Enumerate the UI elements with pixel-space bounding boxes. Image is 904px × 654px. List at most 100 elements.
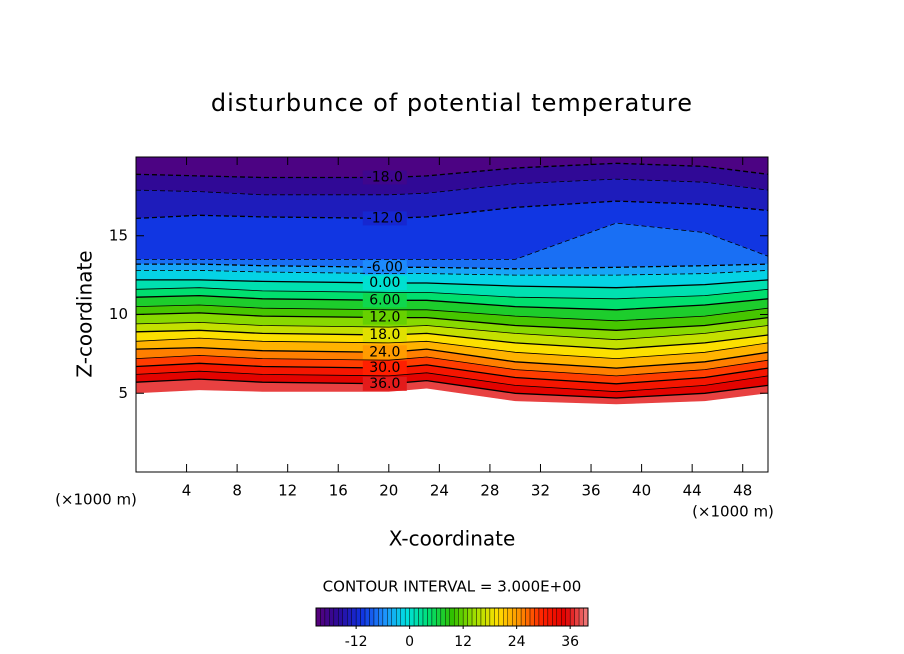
colorbar-cell: [462, 607, 468, 627]
contour-label: 18.0: [369, 327, 400, 343]
contour-label: -6.00: [367, 259, 403, 275]
colorbar-tick-label: 24: [508, 634, 526, 650]
contour-label-bg: [362, 345, 407, 360]
colorbar-cell: [476, 607, 482, 627]
contour-line: [136, 279, 768, 289]
contour-line: [136, 370, 768, 393]
contour-line: [136, 321, 768, 341]
colorbar-cell: [507, 607, 513, 627]
colorbar-tick-label: 0: [405, 634, 414, 650]
contour-label-bg: [362, 361, 407, 376]
contour-label-bg: [362, 211, 407, 226]
y-axis-label: Z-coordinate: [73, 250, 97, 377]
colorbar-cell: [413, 607, 419, 627]
colorbar-cell: [378, 607, 384, 627]
colorbar-cell: [449, 607, 455, 627]
colorbar-cell: [342, 607, 348, 627]
colorbar-frame: [315, 607, 589, 627]
colorbar-cell: [520, 607, 526, 627]
contour-label-bg: [362, 327, 407, 342]
contour-line: [136, 337, 768, 360]
colorbar-cell: [320, 607, 326, 627]
colorbar-cell: [561, 607, 566, 627]
x-tick-label: 16: [329, 482, 348, 500]
colorbar-cell: [485, 607, 491, 627]
colorbar-cell: [534, 607, 540, 627]
x-tick-label: 44: [683, 482, 702, 500]
colorbar-cell: [324, 607, 330, 627]
y-tick-label: 5: [118, 384, 128, 402]
y-unit: (×1000 m): [55, 491, 137, 509]
colorbar-cell: [436, 607, 442, 627]
x-unit: (×1000 m): [692, 503, 774, 521]
contour-label: 12.0: [369, 310, 400, 326]
contour-label: 0.00: [369, 275, 400, 291]
contour-line: [136, 178, 768, 196]
colorbar-cell: [543, 607, 549, 627]
x-tick-label: 20: [379, 482, 398, 500]
contour-line: [136, 304, 768, 322]
colorbar-tick-label: 12: [454, 634, 472, 650]
colorbar-cell: [480, 607, 486, 627]
contour-label: 24.0: [369, 344, 400, 360]
contour-label-bg: [362, 310, 407, 325]
contour-label-bg: [362, 170, 407, 185]
contour-line: [136, 270, 768, 276]
contour-label: 30.0: [369, 360, 400, 376]
contour-line: [136, 200, 768, 220]
contour-label-bg: [362, 260, 407, 275]
x-tick-label: 24: [430, 482, 449, 500]
colorbar-cell: [574, 607, 580, 627]
colorbar-cell: [516, 607, 522, 627]
plot: -18.0 -12.0 -6.000.006.00 12.018.024.030.03…: [136, 157, 768, 472]
contour-line: [136, 162, 768, 179]
colorbar-cell: [569, 607, 575, 627]
contour-label-bg: [362, 376, 407, 391]
colorbar-cell: [440, 607, 446, 627]
x-tick-label: 4: [182, 482, 192, 500]
colorbar-cell: [347, 607, 352, 627]
colorbar-cell: [503, 607, 508, 627]
colorbar-cell: [538, 607, 544, 627]
colorbar-cell: [391, 607, 397, 627]
colorbar-cell: [382, 607, 388, 627]
contour-label: 6.00: [369, 292, 400, 308]
x-tick-label: 8: [232, 482, 242, 500]
x-tick-label: 12: [278, 482, 297, 500]
colorbar-tick-label: -12: [345, 634, 368, 650]
chart-title: disturbunce of potential temperature: [211, 89, 693, 117]
colorbar-cell: [404, 607, 410, 627]
contour-label: -12.0: [367, 210, 403, 226]
colorbar-cell: [458, 607, 464, 627]
colorbar-cell: [329, 607, 335, 627]
ground: [136, 388, 768, 472]
contour-label: -18.0: [367, 169, 403, 185]
contour-interval: CONTOUR INTERVAL = 3.000E+00: [323, 578, 582, 596]
x-tick-label: 48: [733, 482, 752, 500]
colorbar-cell: [529, 607, 535, 627]
contour-line: [136, 222, 768, 260]
colorbar-cell: [494, 607, 500, 627]
colorbar-cell: [355, 607, 361, 627]
colorbar-cell: [467, 607, 473, 627]
colorbar-cell: [552, 607, 557, 627]
contour-line: [136, 287, 768, 300]
colorbar-cell: [489, 607, 495, 627]
contour-line: [136, 378, 768, 399]
y-tick-label: 10: [109, 305, 128, 323]
colorbar-cell: [471, 607, 477, 627]
colorbar-cell: [578, 607, 584, 627]
colorbar-cell: [427, 607, 433, 627]
colorbar-cell: [431, 607, 437, 627]
colorbar-cell: [333, 607, 339, 627]
colorbar-cell: [364, 607, 370, 627]
contour-line: [136, 346, 768, 369]
x-axis-label: X-coordinate: [389, 527, 516, 551]
colorbar-cell: [387, 607, 393, 627]
colorbar-cell: [400, 607, 406, 627]
contour-line: [136, 329, 768, 350]
x-tick-label: 28: [480, 482, 499, 500]
colorbar-cell: [418, 607, 424, 627]
colorbar-cell: [315, 607, 321, 627]
